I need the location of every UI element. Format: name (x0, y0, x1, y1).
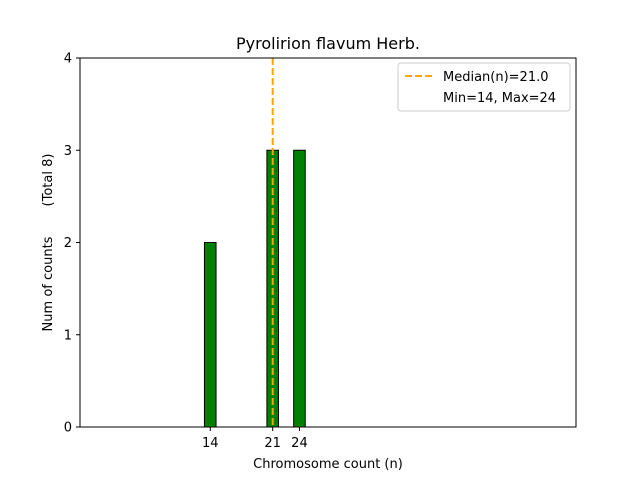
legend: Median(n)=21.0 Min=14, Max=24 (397, 62, 571, 112)
legend-box (397, 62, 571, 112)
bar-24 (293, 149, 306, 428)
y-tick-label-2: 2 (64, 236, 72, 251)
y-tick-label-3: 3 (64, 144, 72, 159)
y-axis-label: Num of counts (41, 236, 56, 331)
y-tick-label-4: 4 (64, 52, 72, 67)
y-axis-ticks: 0 1 2 3 4 (64, 52, 80, 436)
x-tick-label-21: 21 (264, 436, 281, 451)
chart-title: Pyrolirion flavum Herb. (236, 34, 420, 53)
y-tick-label-1: 1 (64, 328, 72, 343)
x-axis-ticks: 14 21 24 (202, 427, 308, 451)
x-axis-label: Chromosome count (n) (253, 457, 403, 472)
y-axis-label-total: (Total 8) (41, 154, 56, 207)
bar-14 (203, 242, 217, 428)
x-tick-label-14: 14 (202, 436, 219, 451)
x-tick-label-24: 24 (291, 436, 308, 451)
legend-entry-minmax: Min=14, Max=24 (443, 91, 556, 106)
y-tick-label-0: 0 (64, 421, 72, 436)
legend-entry-median: Median(n)=21.0 (443, 70, 549, 85)
